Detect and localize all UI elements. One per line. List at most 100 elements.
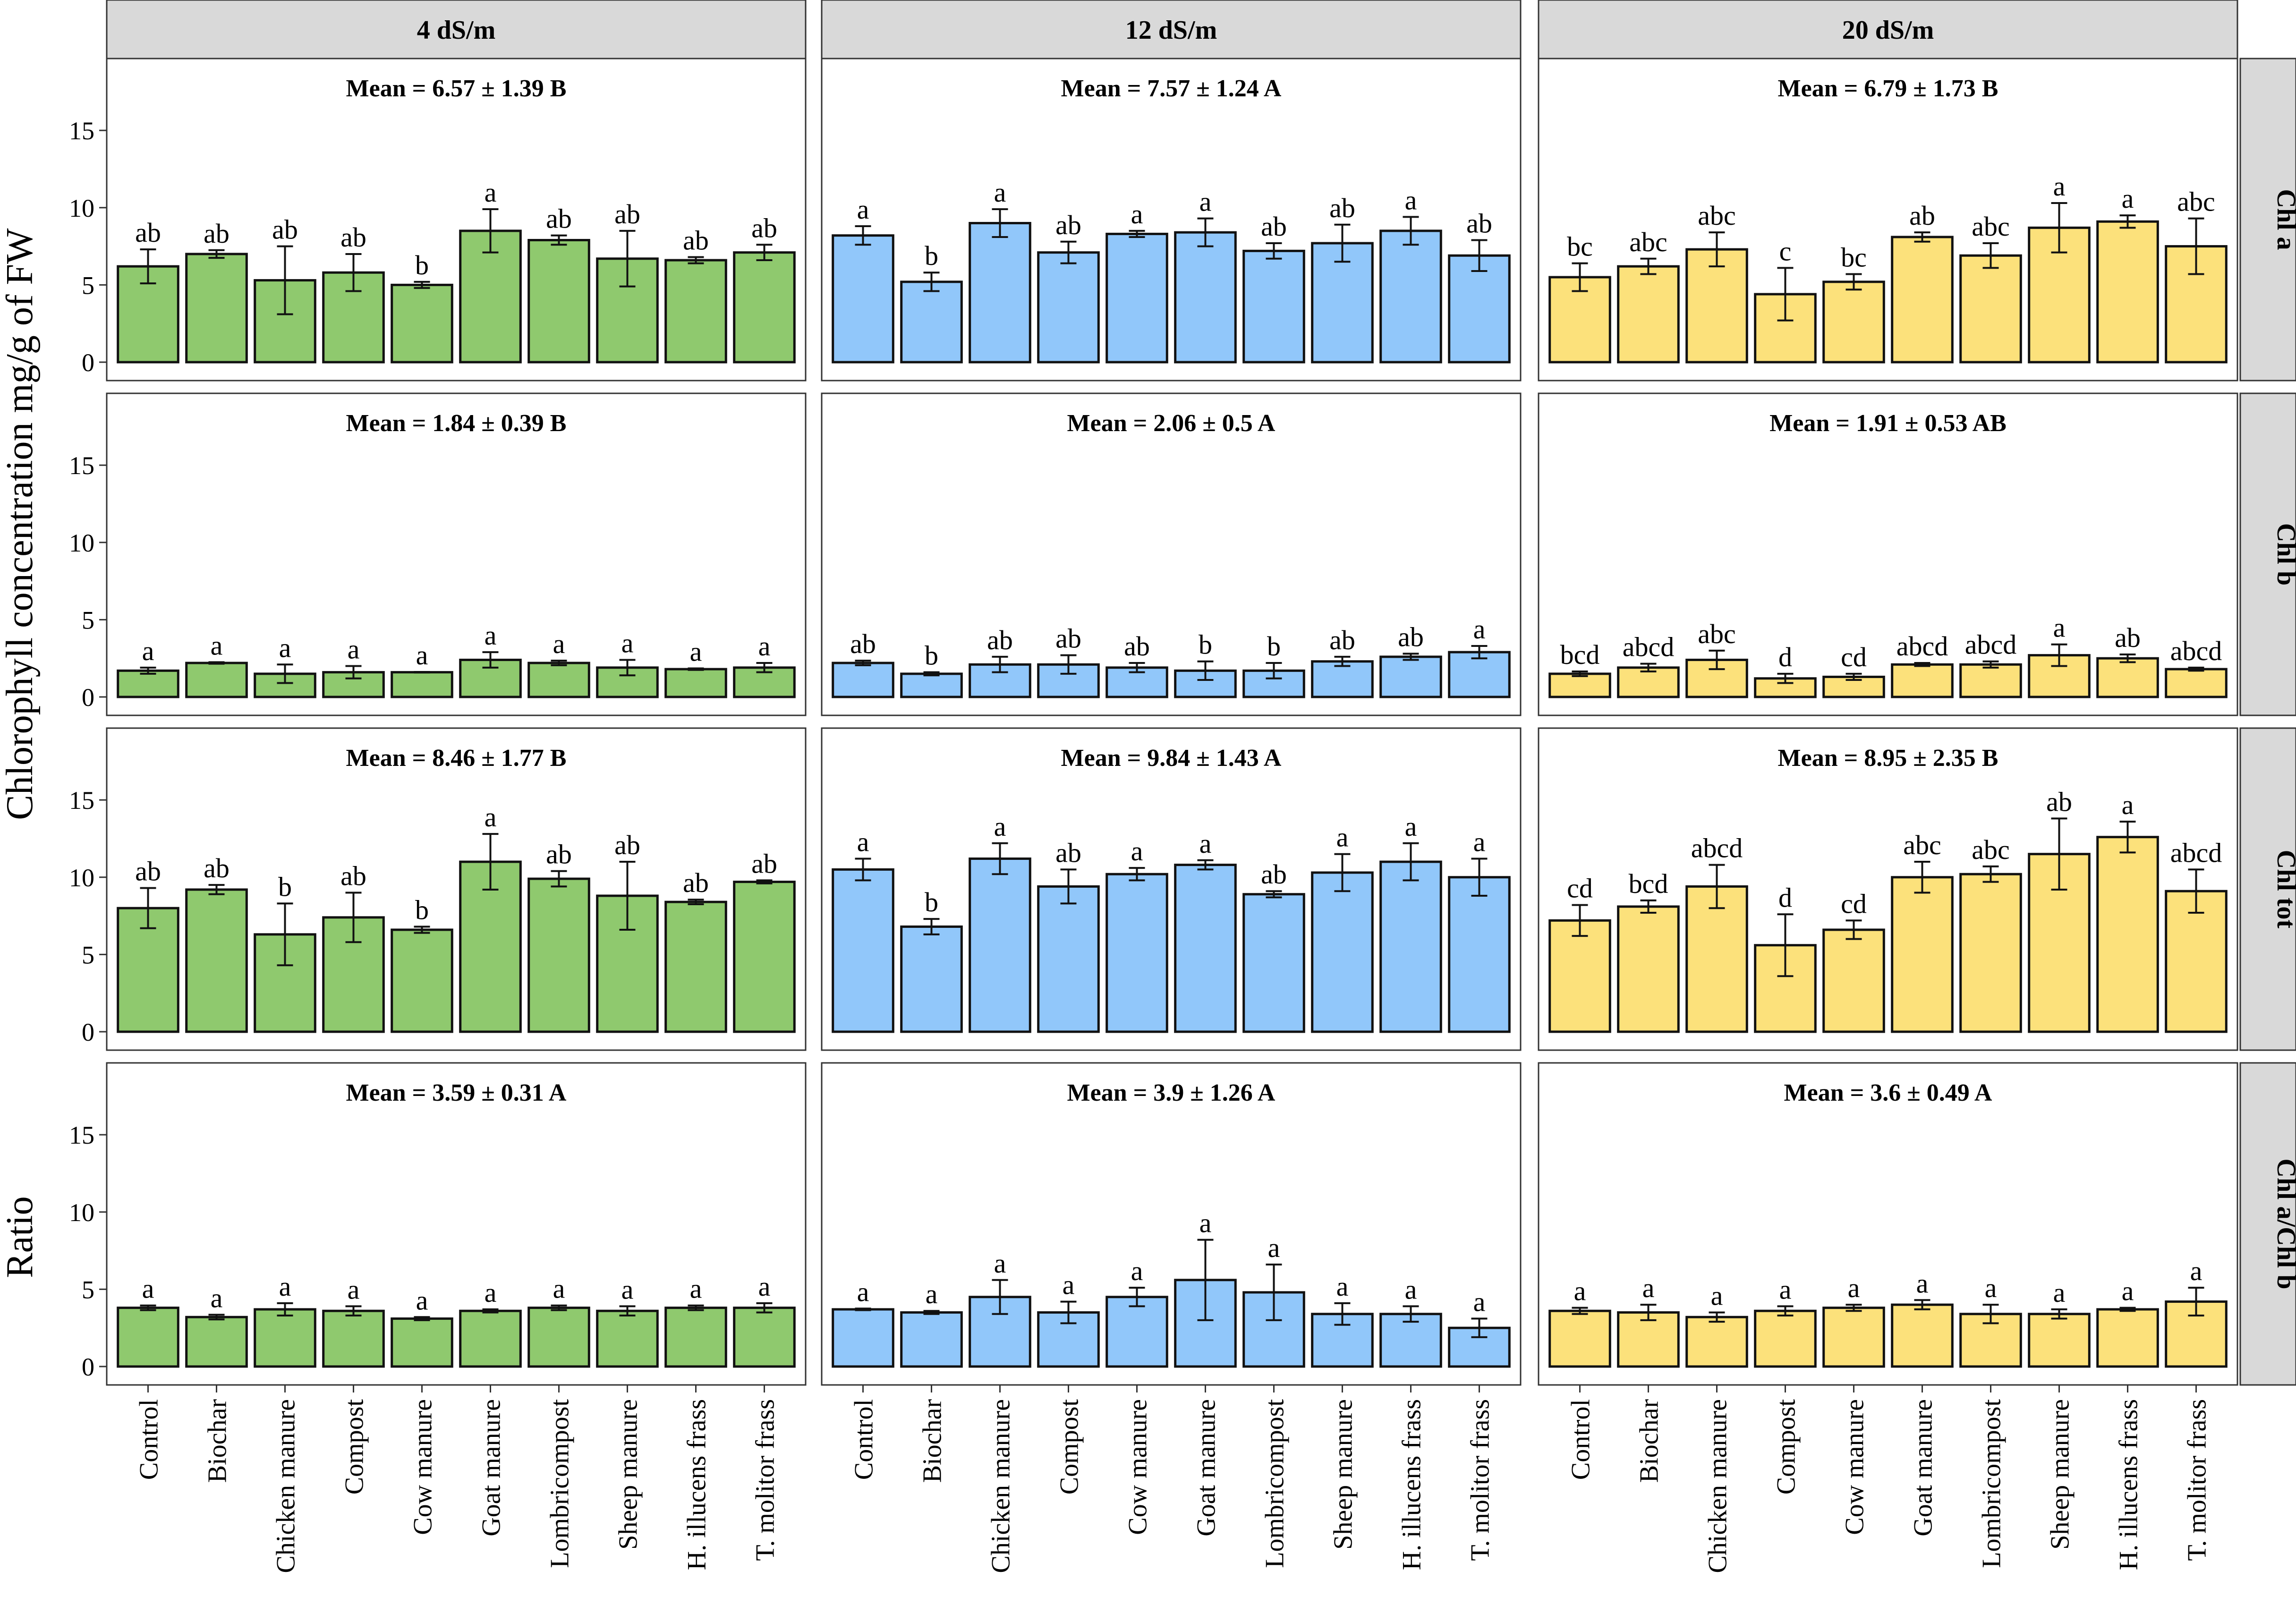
y-tick-label: 15 xyxy=(69,786,94,815)
bar-h-illucens-frass xyxy=(664,1307,727,1368)
bar-cow-manure xyxy=(1822,928,1885,1033)
x-tick-label: Sheep manure xyxy=(2046,1399,2075,1550)
bar-cow-manure xyxy=(391,1317,453,1368)
bar-chicken-manure xyxy=(969,857,1031,1033)
bar-control xyxy=(832,1308,894,1368)
significance-letter: cd xyxy=(1841,642,1867,672)
bar-sheep-manure xyxy=(1311,660,1374,698)
x-tick-label: Sheep manure xyxy=(614,1399,643,1550)
significance-letter: a xyxy=(142,636,154,666)
bar-goat-manure xyxy=(1174,231,1237,364)
bar-sheep-manure xyxy=(1311,871,1374,1033)
significance-letter: ab xyxy=(340,861,366,891)
panel-chl-a-4-ds-m: Mean = 6.57 ± 1.39 B ab ab ab ab b a ab ab ab ab xyxy=(106,58,807,382)
significance-letter: a xyxy=(1199,187,1212,217)
significance-letter: bcd xyxy=(1629,868,1668,899)
significance-letter: c xyxy=(1779,236,1792,266)
y-tick-label: 0 xyxy=(82,683,94,712)
significance-letter: b xyxy=(278,871,292,902)
x-tick-label: Lombricompost xyxy=(1977,1399,2007,1568)
bar-lombricompost xyxy=(527,877,590,1033)
mean-label: Mean = 6.79 ± 1.73 B xyxy=(1778,75,1998,102)
significance-letter: a xyxy=(857,1276,869,1307)
column-strip-bg xyxy=(821,0,1522,59)
panel-chl-b-4-ds-m: Mean = 1.84 ± 0.39 B a a a a a a a a a a xyxy=(106,392,807,716)
bar-control xyxy=(1548,672,1611,698)
bar-cow-manure xyxy=(1105,873,1168,1033)
bar-h-illucens-frass xyxy=(2096,657,2159,698)
mean-label: Mean = 3.9 ± 1.26 A xyxy=(1067,1079,1276,1106)
panel-chl-a-chl-b-20-ds-m: Mean = 3.6 ± 0.49 A a a a a a a a a a a xyxy=(1538,1062,2238,1386)
y-tick-label: 0 xyxy=(82,348,94,377)
panel-chl-b-12-ds-m: Mean = 2.06 ± 0.5 A ab b ab ab ab b b ab ab a xyxy=(821,392,1522,716)
row-strip-chl-b: Chl b xyxy=(2239,392,2296,716)
x-tick-label: Compost xyxy=(1772,1399,1801,1495)
significance-letter: ab xyxy=(683,867,709,898)
x-tick-label: Control xyxy=(135,1399,164,1480)
significance-letter: a xyxy=(2122,790,2134,820)
x-tick-label: T. molitor frass xyxy=(1466,1399,1495,1561)
row-strip-label: Chl a/Chl b xyxy=(2271,1159,2296,1290)
significance-letter: cd xyxy=(1841,888,1867,919)
column-strip-label: 12 dS/m xyxy=(1125,16,1217,45)
significance-letter: abcd xyxy=(2170,636,2222,666)
bar-sheep-manure xyxy=(2028,1313,2091,1368)
x-tick-label: H. illucens frass xyxy=(1397,1399,1427,1570)
x-tick-label: Lombricompost xyxy=(1260,1399,1290,1568)
row-strip-label: Chl a xyxy=(2271,189,2296,250)
bar-biochar xyxy=(185,662,248,698)
significance-letter: a xyxy=(926,1279,938,1309)
x-tick-label: H. illucens frass xyxy=(2114,1399,2143,1570)
significance-letter: bc xyxy=(1841,242,1867,272)
bar-biochar xyxy=(185,1316,248,1368)
significance-letter: ab xyxy=(1329,193,1355,223)
significance-letter: a xyxy=(621,628,634,658)
bar-t-molitor-frass xyxy=(733,251,796,364)
bar-biochar xyxy=(900,280,963,364)
bar-biochar xyxy=(1617,265,1680,364)
bar-cow-manure xyxy=(391,671,453,698)
panel-chl-tot-4-ds-m: Mean = 8.46 ± 1.77 B ab ab b ab b a ab ab ab ab xyxy=(106,727,807,1051)
significance-letter: a xyxy=(279,632,291,663)
bar-lombricompost xyxy=(1959,873,2022,1033)
bar-biochar xyxy=(900,1311,963,1368)
x-tick-label: Biochar xyxy=(203,1399,232,1483)
panel-chl-a-chl-b-12-ds-m: Mean = 3.9 ± 1.26 A a a a a a a a a a a xyxy=(821,1062,1522,1386)
bar-cow-manure xyxy=(1822,1307,1885,1368)
significance-letter: a xyxy=(1916,1268,1929,1299)
y-tick-label: 0 xyxy=(82,1353,94,1381)
bar-h-illucens-frass xyxy=(664,900,727,1033)
significance-letter: ab xyxy=(2046,786,2072,817)
x-tick-label: Lombricompost xyxy=(545,1399,575,1568)
significance-letter: a xyxy=(1336,822,1349,853)
bar-compost xyxy=(1754,1309,1817,1368)
significance-letter: a xyxy=(758,631,771,662)
significance-letter: ab xyxy=(1466,208,1492,238)
significance-letter: abcd xyxy=(1965,629,2017,660)
significance-letter: bc xyxy=(1567,231,1593,262)
y-tick-label: 5 xyxy=(82,271,94,299)
significance-letter: ab xyxy=(546,839,572,870)
mean-label: Mean = 3.59 ± 0.31 A xyxy=(346,1079,567,1106)
bar-compost xyxy=(1037,251,1100,364)
significance-letter: ab xyxy=(1055,623,1081,654)
bar-cow-manure xyxy=(1105,1296,1168,1368)
x-tick-label: Chicken manure xyxy=(272,1399,301,1573)
row-strip-label: Chl b xyxy=(2271,523,2296,586)
significance-letter: a xyxy=(1985,1273,1997,1303)
y-tick-label: 15 xyxy=(69,117,94,145)
significance-letter: a xyxy=(1063,1270,1075,1300)
significance-letter: a xyxy=(1131,199,1143,229)
significance-letter: a xyxy=(348,1274,360,1305)
significance-letter: abcd xyxy=(1691,833,1743,864)
bar-t-molitor-frass xyxy=(1448,651,1511,698)
significance-letter: a xyxy=(758,1271,771,1302)
significance-letter: b xyxy=(1267,631,1281,662)
y-axis-chl-b: 0 5 10 15 xyxy=(69,451,107,712)
significance-letter: a xyxy=(1336,1271,1349,1302)
bar-h-illucens-frass xyxy=(2096,836,2159,1033)
mean-label: Mean = 7.57 ± 1.24 A xyxy=(1061,75,1282,102)
bar-t-molitor-frass xyxy=(1448,254,1511,364)
x-tick-label: Goat manure xyxy=(1909,1399,1938,1537)
x-tick-label: Biochar xyxy=(1635,1399,1664,1483)
